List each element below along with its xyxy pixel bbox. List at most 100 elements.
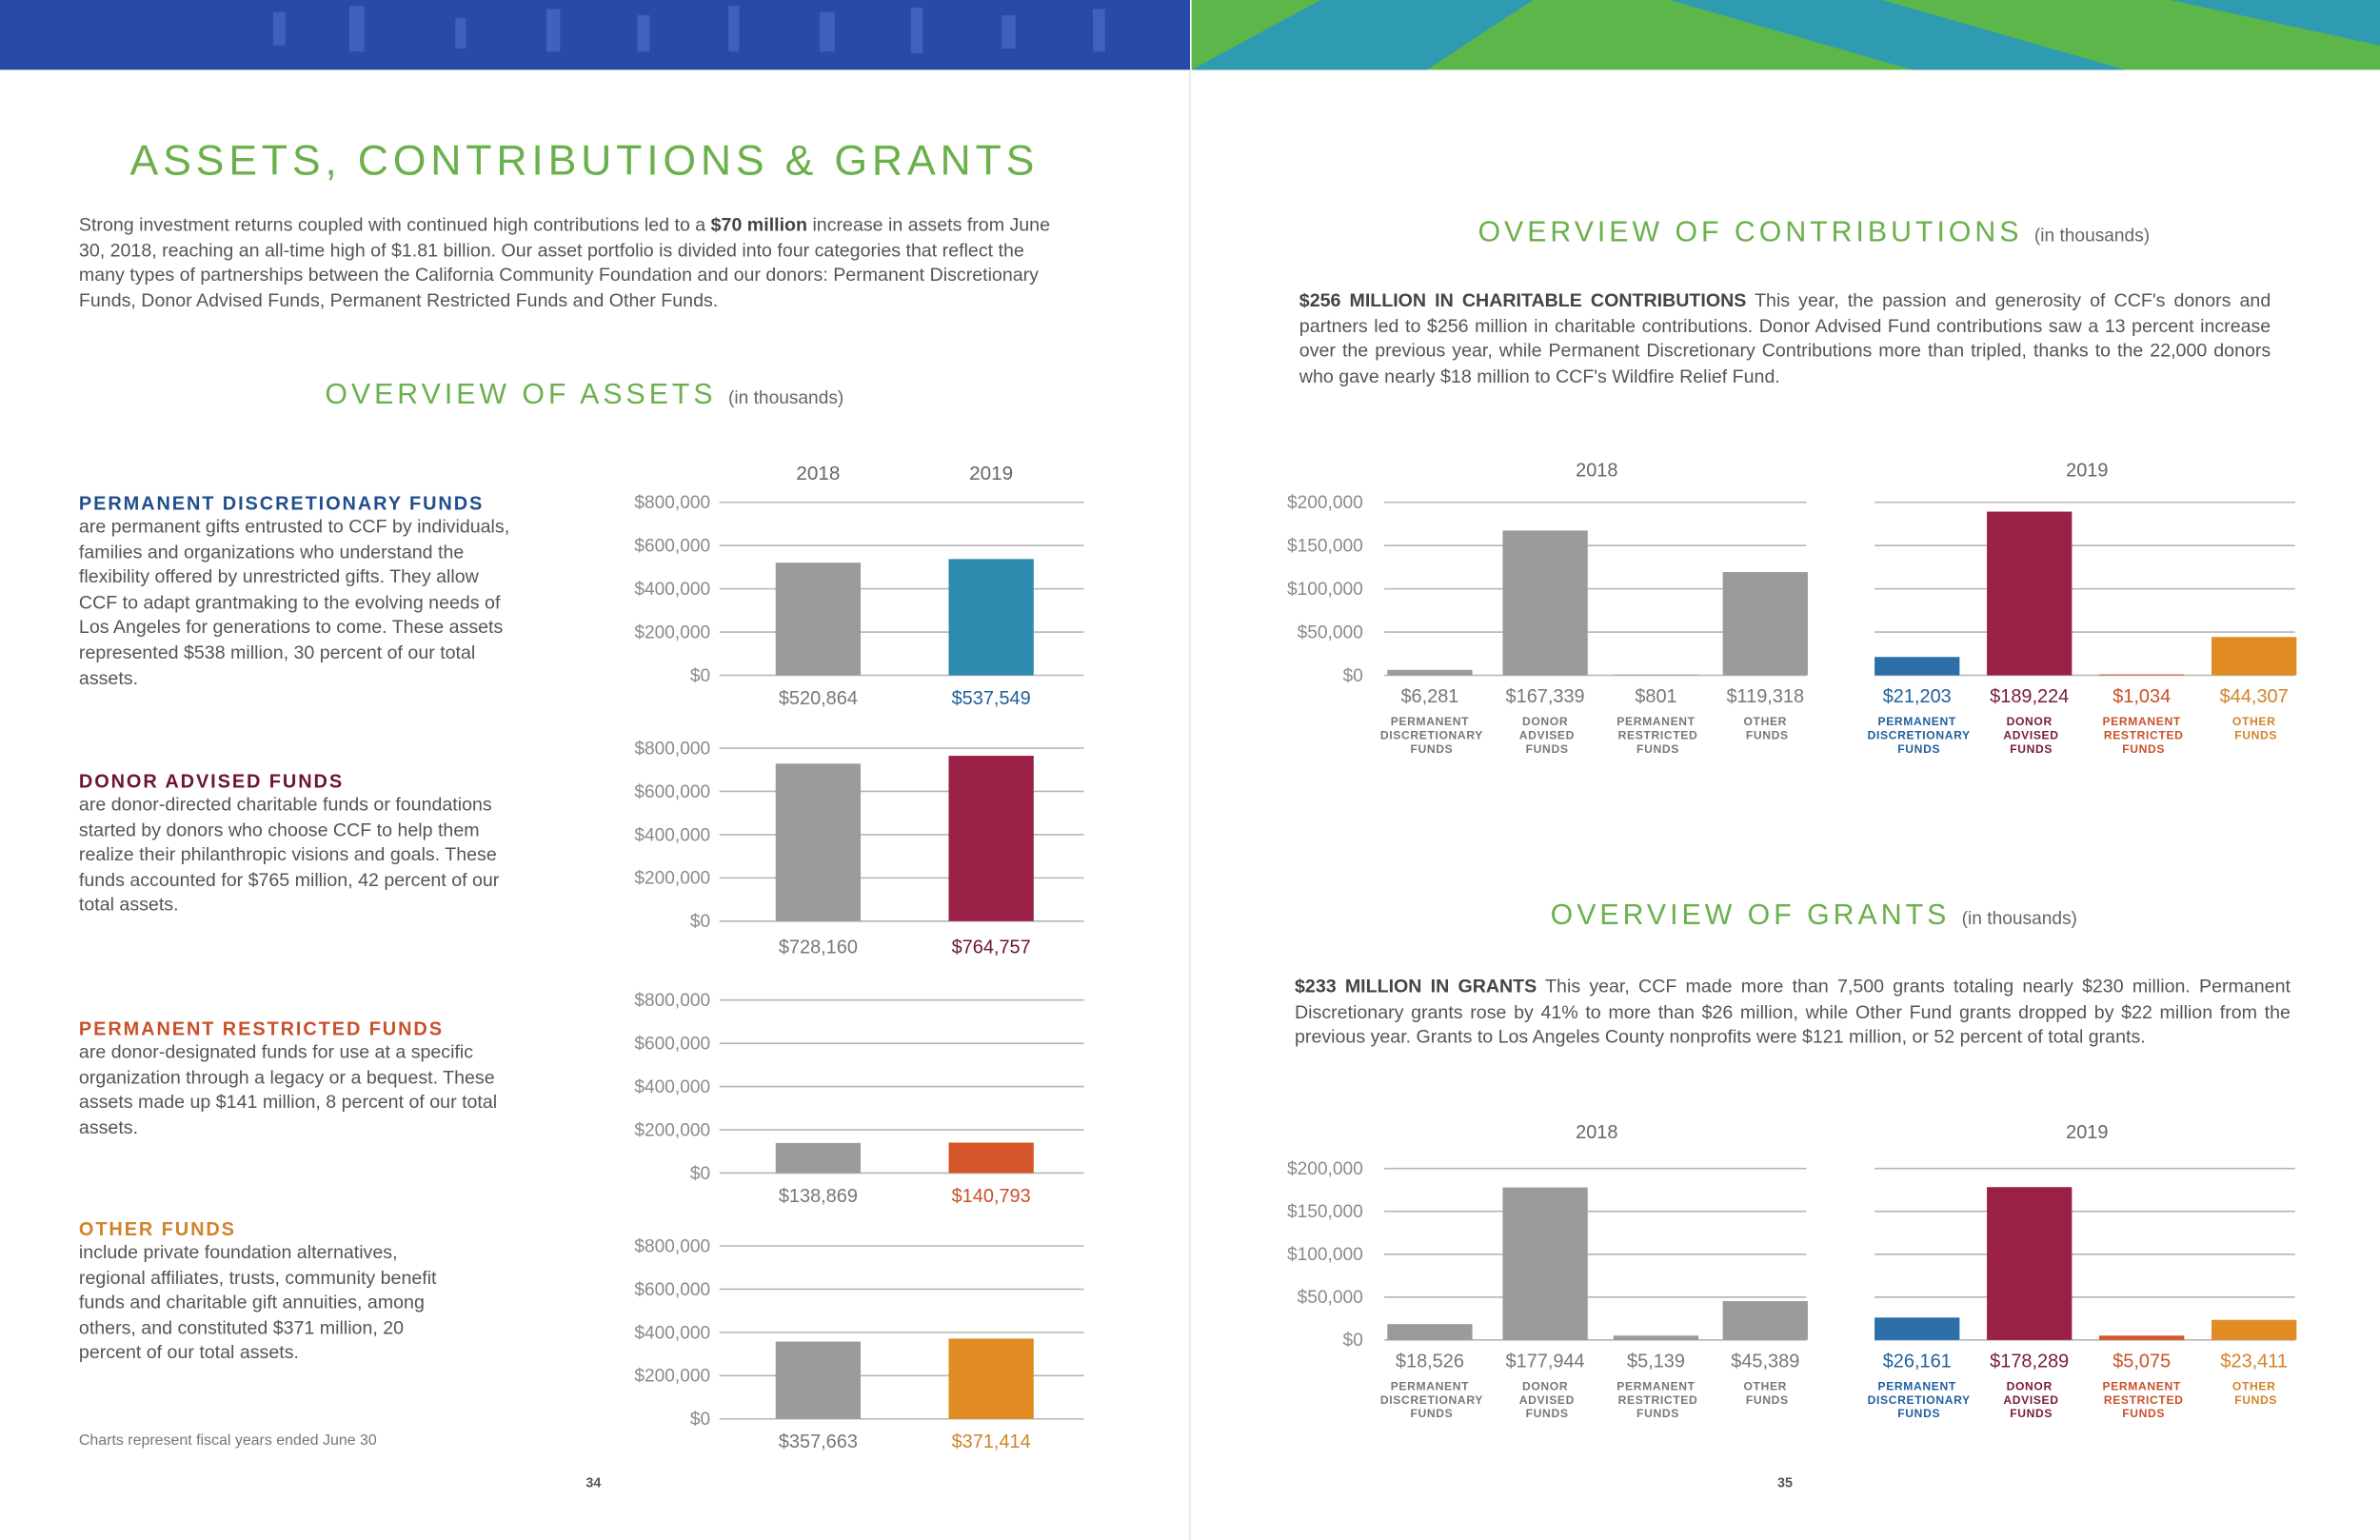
y-tick-label: $150,000 (1287, 537, 1363, 557)
category-label: PERMANENT DISCRETIONARY FUNDS (1864, 715, 1971, 756)
value-label: $357,663 (779, 1431, 858, 1452)
y-tick-label: $800,000 (634, 991, 710, 1011)
category-word: OTHER (2232, 715, 2276, 728)
fund-name: PERMANENT RESTRICTED FUNDS (78, 1017, 444, 1040)
y-tick-label: $600,000 (634, 782, 710, 802)
value-label: $5,139 (1627, 1352, 1685, 1372)
y-tick-label: $0 (690, 1164, 710, 1184)
y-tick-label: $400,000 (634, 1077, 710, 1097)
category-word: OTHER (1743, 715, 1787, 728)
category-word: FUNDS (1522, 742, 1569, 756)
y-tick-label: $600,000 (634, 1280, 710, 1300)
category-word: FUNDS (1406, 742, 1453, 756)
y-tick-label: $100,000 (1287, 1245, 1363, 1265)
bar (1874, 1317, 1960, 1340)
value-label: $23,411 (2220, 1352, 2288, 1372)
category-word: FUNDS (1406, 1407, 1453, 1420)
y-tick-label: $0 (1342, 666, 1362, 686)
page-title: ASSETS, CONTRIBUTIONS & GRANTS (129, 136, 1040, 184)
category-word: ADVISED (2000, 728, 2059, 741)
category-word: PERMANENT (2102, 1379, 2180, 1392)
value-label: $21,203 (1883, 686, 1952, 707)
value-label: $178,289 (1990, 1352, 2069, 1372)
bar (1722, 572, 1808, 676)
bar (775, 1142, 862, 1174)
contributions-heading: OVERVIEW OF CONTRIBUTIONS (in thousands) (1215, 217, 2380, 250)
y-tick-label: $800,000 (634, 1236, 710, 1256)
value-label: $801 (1635, 686, 1676, 707)
bar (1502, 530, 1588, 676)
category-label: PERMANENT RESTRICTED FUNDS (1615, 715, 1698, 756)
value-label: $45,389 (1731, 1352, 1799, 1372)
category-word: DONOR (2007, 1379, 2053, 1392)
fund-text: are donor-directed charitable funds or f… (78, 793, 500, 917)
bar (2099, 1335, 2185, 1340)
category-label: OTHER FUNDS (2231, 715, 2277, 741)
bar (1613, 674, 1699, 676)
value-label: $764,757 (952, 937, 1031, 958)
category-word: PERMANENT (1878, 1379, 1956, 1392)
category-word: OTHER (1743, 1379, 1787, 1392)
fund-name: DONOR ADVISED FUNDS (78, 770, 345, 793)
fund: DONOR ADVISED FUNDS are donor-directed ch… (79, 771, 523, 918)
bar (1874, 657, 1960, 676)
y-tick-label: $200,000 (1287, 493, 1363, 513)
category-word: ADVISED (1516, 728, 1575, 741)
fund-text: include private foundation alternatives,… (78, 1241, 437, 1364)
value-label: $140,793 (952, 1186, 1031, 1207)
category-label: PERMANENT DISCRETIONARY FUNDS (1864, 1379, 1971, 1420)
bar (948, 756, 1034, 921)
y-tick-label: $800,000 (634, 493, 710, 513)
y-tick-label: $200,000 (634, 622, 710, 642)
category-label: OTHER FUNDS (2231, 1379, 2277, 1406)
y-tick-label: $200,000 (634, 1120, 710, 1140)
footnote: Charts represent fiscal years ended June… (78, 1432, 377, 1450)
value-label: $44,307 (2220, 686, 2289, 707)
page-number: 35 (1777, 1474, 1793, 1491)
category-label: PERMANENT RESTRICTED FUNDS (2100, 715, 2184, 756)
category-label: PERMANENT DISCRETIONARY FUNDS (1377, 715, 1483, 756)
fund-name: OTHER FUNDS (78, 1218, 236, 1240)
bar (1387, 669, 1473, 676)
bar (1387, 1324, 1473, 1340)
category-word: DONOR (1522, 1379, 1568, 1392)
category-label: 2019 (969, 463, 1013, 484)
value-label: $537,549 (952, 688, 1031, 709)
category-word: RESTRICTED (2100, 728, 2184, 741)
category-word: FUNDS (2118, 742, 2165, 756)
category-word: FUNDS (1633, 742, 1679, 756)
bar (2099, 674, 2185, 676)
heading: OVERVIEW OF GRANTS (1550, 899, 1951, 932)
category-word: FUNDS (1522, 1407, 1569, 1420)
value-label: $18,526 (1396, 1352, 1464, 1372)
heading: OVERVIEW OF ASSETS (325, 379, 717, 412)
category-word: PERMANENT (2102, 715, 2180, 728)
category-word: ADVISED (2000, 1393, 2059, 1407)
grants-text: $233 MILLION IN GRANTS This year, CCF ma… (1295, 975, 2291, 1050)
value-label: $520,864 (779, 688, 858, 709)
category-word: PERMANENT (1616, 715, 1695, 728)
intro-text: Strong investment returns coupled with c… (78, 213, 711, 236)
y-tick-label: $100,000 (1287, 580, 1363, 600)
category-word: ADVISED (1516, 1393, 1575, 1407)
chart-title: 2018 (1576, 461, 1617, 482)
value-label: $1,034 (2112, 686, 2171, 707)
unit: (in thousands) (728, 386, 844, 408)
bar (2211, 1319, 2297, 1340)
unit: (in thousands) (2033, 224, 2151, 247)
page-number: 34 (585, 1474, 602, 1491)
fund: PERMANENT RESTRICTED FUNDS are donor-desi… (79, 1018, 523, 1140)
category-label: OTHER FUNDS (1742, 1379, 1789, 1406)
contributions-text: $256 MILLION IN CHARITABLE CONTRIBUTIONS… (1299, 288, 2271, 389)
y-tick-label: $400,000 (634, 1323, 710, 1343)
assets-heading: OVERVIEW OF ASSETS (in thousands) (0, 380, 1169, 413)
lead: $233 MILLION IN GRANTS (1295, 976, 1537, 997)
lead: $256 MILLION IN CHARITABLE CONTRIBUTIONS (1299, 289, 1747, 311)
category-label: DONOR ADVISED FUNDS (2000, 715, 2059, 756)
category-label: DONOR ADVISED FUNDS (1516, 715, 1575, 756)
category-word: RESTRICTED (1615, 1393, 1698, 1407)
category-word: PERMANENT (1391, 1379, 1469, 1392)
category-word: FUNDS (1894, 742, 1940, 756)
